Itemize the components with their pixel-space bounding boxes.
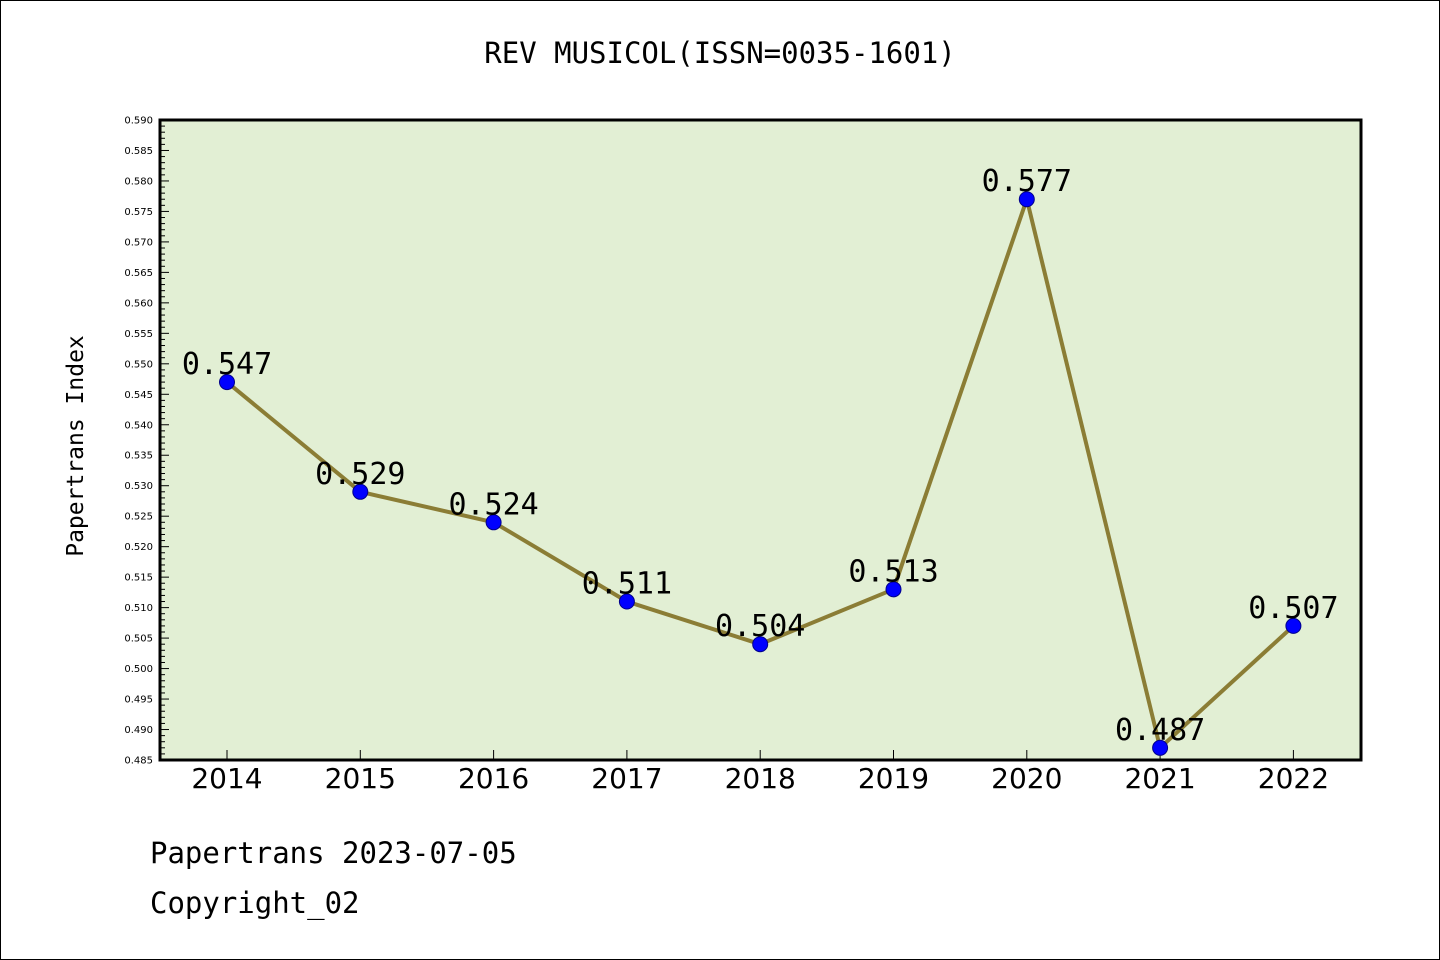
footer-copyright: Copyright_02 (150, 886, 360, 920)
data-point (1285, 617, 1302, 634)
x-tick-label: 2016 (458, 762, 529, 795)
y-tick-label: 0.565 (124, 268, 153, 279)
data-point (885, 581, 902, 598)
data-label: 0.524 (448, 487, 538, 522)
y-tick-label: 0.500 (124, 664, 153, 675)
y-tick-label: 0.585 (124, 146, 153, 157)
y-tick-label: 0.570 (124, 237, 153, 248)
data-label: 0.577 (982, 164, 1072, 199)
y-tick-label: 0.575 (124, 207, 153, 218)
data-label: 0.529 (315, 457, 405, 492)
y-tick-label: 0.560 (124, 298, 153, 309)
data-point (618, 593, 635, 610)
y-tick-label: 0.555 (124, 329, 153, 340)
y-axis-ticks: 0.485 0.490 0.495 0.500 0.505 0.510 0.515 0.520… (124, 116, 169, 767)
y-tick-label: 0.580 (124, 176, 153, 187)
y-tick-label: 0.525 (124, 512, 153, 523)
x-tick-label: 2018 (725, 762, 796, 795)
y-tick-label: 0.515 (124, 573, 153, 584)
data-point (485, 514, 502, 531)
data-point (752, 636, 769, 653)
data-point (352, 483, 369, 500)
x-tick-label: 2022 (1258, 762, 1329, 795)
data-label: 0.547 (182, 347, 272, 382)
x-tick-label: 2021 (1124, 762, 1195, 795)
data-label: 0.507 (1248, 591, 1338, 626)
y-tick-label: 0.550 (124, 359, 153, 370)
data-point (219, 374, 235, 391)
x-tick-label: 2015 (325, 762, 396, 795)
x-tick-label: 2019 (858, 762, 929, 795)
x-tick-label: 2020 (991, 762, 1062, 795)
y-tick-label: 0.505 (124, 634, 153, 645)
footer-date: Papertrans 2023-07-05 (150, 836, 517, 870)
y-tick-label: 0.540 (124, 420, 153, 431)
y-tick-label: 0.510 (124, 603, 153, 614)
plot-area (160, 120, 1361, 760)
x-tick-label: 2017 (591, 762, 662, 795)
data-label: 0.487 (1115, 713, 1205, 748)
y-tick-label: 0.495 (124, 695, 153, 706)
data-point (1018, 191, 1035, 208)
data-label: 0.511 (582, 567, 672, 602)
y-tick-label: 0.520 (124, 542, 153, 553)
data-label: 0.513 (848, 554, 938, 589)
y-tick-label: 0.490 (124, 725, 153, 736)
data-label: 0.504 (715, 609, 805, 644)
x-axis-ticks: 2014 2015 2016 2017 2018 2019 2020 2021 2022 (191, 750, 1329, 795)
y-tick-label: 0.590 (124, 116, 153, 127)
plot-border (158, 118, 1363, 762)
chart-title: REV MUSICOL(ISSN=0035-1601) (484, 36, 956, 70)
data-points (219, 191, 1302, 756)
x-tick-label: 2014 (191, 762, 262, 795)
y-tick-label: 0.535 (124, 451, 153, 462)
data-point (1152, 739, 1169, 756)
data-labels: 0.547 0.529 0.524 0.511 0.504 0.513 0.577 0.487… (182, 164, 1339, 748)
y-tick-label: 0.485 (124, 756, 153, 767)
y-tick-label: 0.545 (124, 390, 153, 401)
y-tick-label: 0.530 (124, 481, 153, 492)
